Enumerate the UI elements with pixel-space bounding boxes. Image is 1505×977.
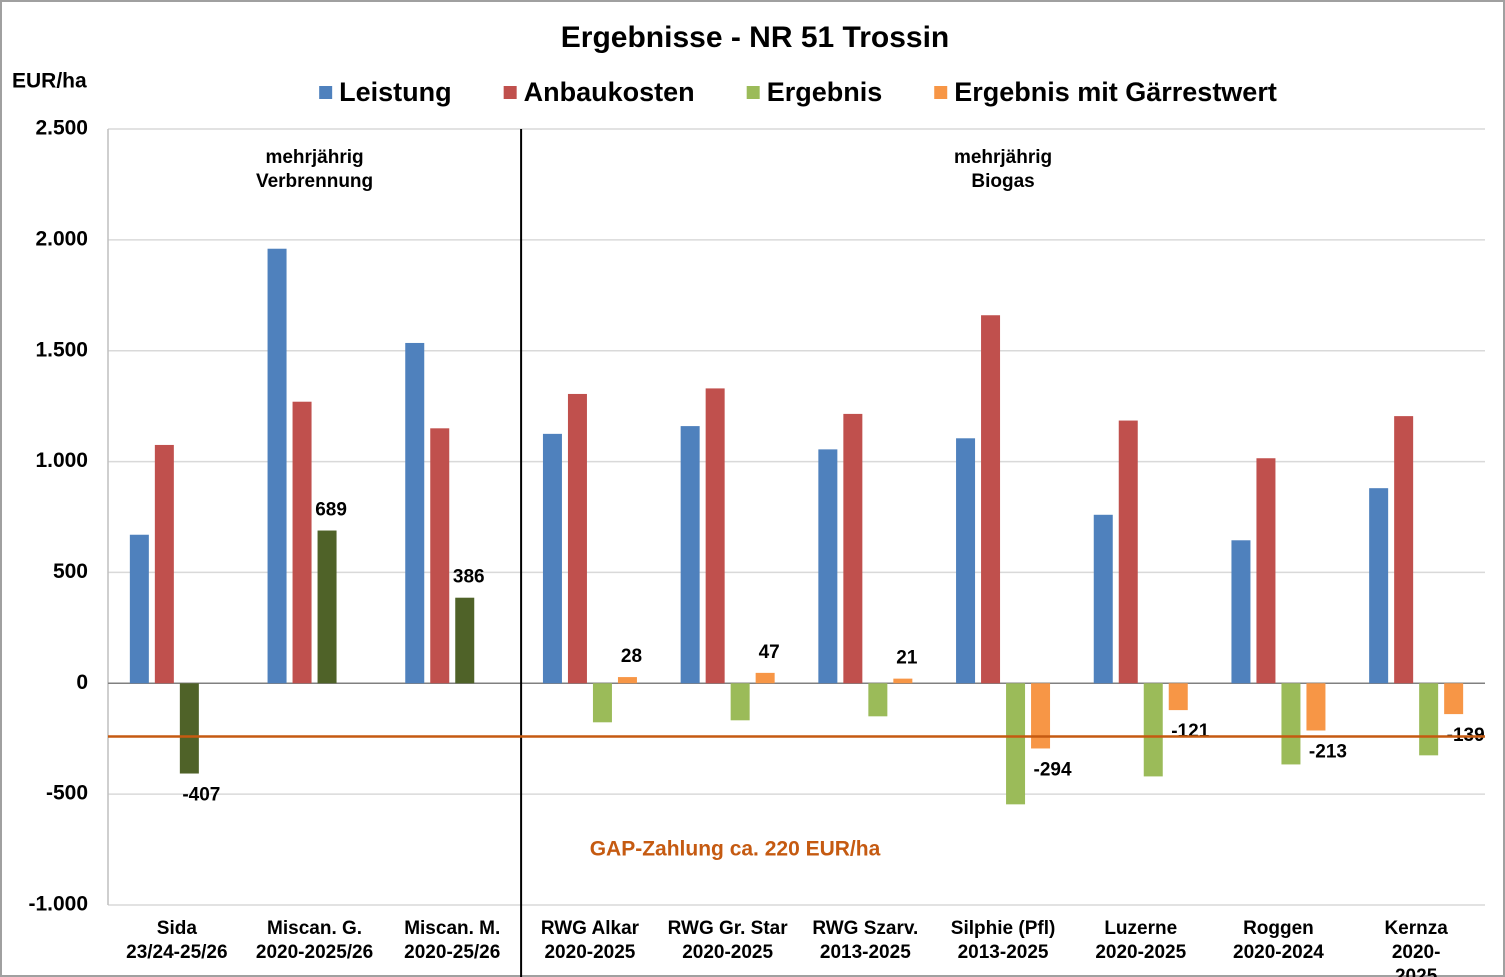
bar: [680, 426, 700, 684]
bar: [818, 449, 838, 684]
bar: [617, 677, 637, 684]
bar: [317, 530, 337, 684]
bar: [1369, 488, 1389, 684]
data-label: -121: [1171, 721, 1209, 742]
y-tick-label: -500: [46, 782, 88, 805]
bar: [567, 393, 587, 684]
bar: [1006, 683, 1026, 805]
data-label: 28: [621, 646, 642, 667]
data-label: -407: [182, 785, 220, 806]
data-label: -294: [1034, 759, 1072, 780]
legend-label: Ergebnis mit Gärrestwert: [954, 77, 1277, 107]
bar: [1031, 683, 1051, 749]
bar: [179, 683, 199, 774]
data-label: 47: [759, 642, 780, 663]
legend-label: Anbaukosten: [524, 77, 695, 107]
y-tick-label: 1.500: [35, 338, 88, 361]
y-tick-label: 2.000: [35, 227, 88, 250]
bar: [1306, 683, 1326, 731]
bar: [956, 438, 976, 684]
bar: [843, 413, 863, 684]
group-label: mehrjährig Biogas: [953, 147, 1053, 192]
bar: [154, 444, 174, 684]
bar: [430, 428, 450, 684]
x-tick-label: Miscan. G. 2020-2025/26: [255, 918, 374, 963]
bar: [542, 433, 562, 684]
bar: [893, 678, 913, 684]
bar: [1394, 416, 1414, 684]
bar: [868, 683, 888, 717]
bar: [1143, 683, 1163, 777]
data-label: -213: [1309, 742, 1347, 763]
legend-swatch: [319, 86, 333, 99]
bar: [292, 401, 312, 684]
bar: [1281, 683, 1301, 765]
reference-label: GAP-Zahlung ca. 220 EUR/ha: [590, 838, 881, 861]
bar: [755, 672, 775, 684]
x-tick-label: Roggen 2020-2024: [1233, 918, 1324, 963]
bar: [592, 683, 612, 723]
y-axis-title: EUR/ha: [12, 70, 87, 93]
bar: [981, 315, 1001, 684]
bar: [405, 342, 425, 684]
bar: [267, 248, 287, 684]
y-tick-label: 0: [76, 671, 88, 694]
legend-swatch: [503, 86, 517, 99]
bar: [1419, 683, 1439, 756]
y-tick-label: 2.500: [35, 117, 88, 140]
x-tick-label: RWG Alkar 2020-2025: [540, 918, 640, 963]
bar: [1231, 540, 1251, 684]
group-label: mehrjährig Verbrennung: [255, 147, 374, 192]
x-tick-label: Silphie (Pfl) 2013-2025: [950, 918, 1056, 963]
bar: [705, 388, 725, 684]
bar: [455, 597, 475, 684]
bar: [730, 683, 750, 721]
x-tick-label: Miscan. M. 2020-25/26: [404, 918, 501, 963]
legend-swatch: [746, 86, 760, 99]
legend-label: Leistung: [339, 77, 452, 107]
bar: [1118, 420, 1138, 684]
y-tick-label: 500: [53, 560, 88, 583]
bar: [129, 534, 149, 684]
bar: [1256, 458, 1276, 684]
x-tick-label: Kernza 2020-2025: [1384, 918, 1448, 977]
chart-title: Ergebnisse - NR 51 Trossin: [561, 21, 949, 54]
x-tick-label: Luzerne 2020-2025: [1095, 918, 1187, 963]
bar: [1168, 683, 1188, 711]
bar: [1444, 683, 1464, 715]
y-tick-label: 1.000: [35, 449, 88, 472]
data-label: 689: [315, 500, 347, 521]
x-tick-label: RWG Gr. Star 2020-2025: [667, 918, 788, 963]
bar: [1093, 514, 1113, 684]
data-label: 21: [896, 648, 918, 669]
legend-label: Ergebnis: [767, 77, 883, 107]
y-tick-label: -1.000: [28, 893, 88, 916]
legend-swatch: [934, 86, 948, 99]
data-label: 386: [453, 567, 485, 588]
x-tick-label: RWG Szarv. 2013-2025: [812, 918, 919, 963]
x-tick-label: Sida 23/24-25/26: [126, 918, 228, 963]
